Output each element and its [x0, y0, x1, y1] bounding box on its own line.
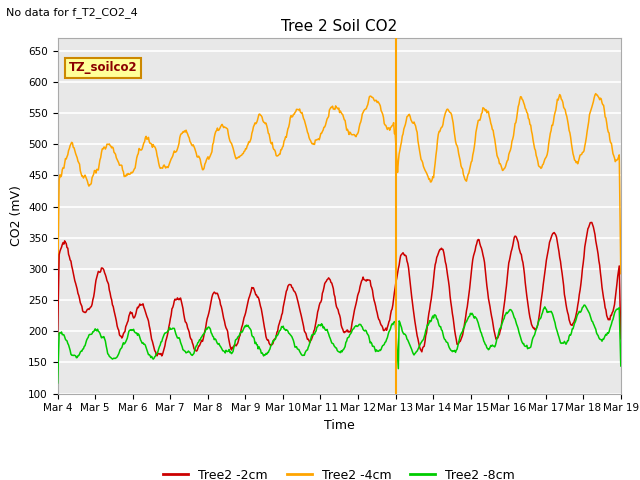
Y-axis label: CO2 (mV): CO2 (mV) — [10, 186, 22, 246]
Legend: Tree2 -2cm, Tree2 -4cm, Tree2 -8cm: Tree2 -2cm, Tree2 -4cm, Tree2 -8cm — [159, 464, 520, 480]
Text: TZ_soilco2: TZ_soilco2 — [69, 61, 138, 74]
Text: No data for f_T2_CO2_4: No data for f_T2_CO2_4 — [6, 7, 138, 18]
Title: Tree 2 Soil CO2: Tree 2 Soil CO2 — [281, 20, 397, 35]
X-axis label: Time: Time — [324, 419, 355, 432]
